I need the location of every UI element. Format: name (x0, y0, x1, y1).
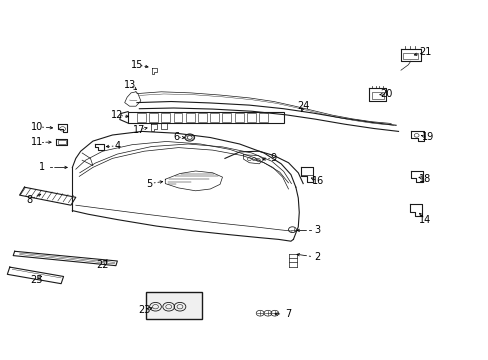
Polygon shape (20, 187, 76, 205)
Bar (198, 113, 206, 122)
Text: 23: 23 (138, 305, 150, 315)
Bar (128, 112, 283, 123)
Polygon shape (124, 92, 141, 106)
Text: 12: 12 (111, 110, 123, 120)
Text: 2: 2 (314, 252, 320, 262)
Text: 5: 5 (146, 179, 152, 189)
Polygon shape (165, 171, 222, 191)
Polygon shape (368, 88, 386, 101)
Text: 22: 22 (96, 260, 109, 270)
Bar (403, 53, 417, 59)
Text: 14: 14 (418, 215, 431, 225)
Text: 20: 20 (379, 89, 392, 99)
Text: 11: 11 (30, 137, 43, 147)
Text: 10: 10 (30, 122, 43, 132)
Polygon shape (409, 204, 421, 216)
Text: 6: 6 (173, 132, 179, 142)
Text: 1: 1 (39, 162, 44, 172)
Polygon shape (58, 124, 67, 132)
Bar (185, 113, 194, 122)
Text: 25: 25 (30, 275, 43, 285)
Text: 9: 9 (270, 153, 276, 163)
Bar (58, 140, 65, 144)
Text: 16: 16 (311, 176, 324, 186)
Text: 18: 18 (418, 174, 431, 184)
Text: 3: 3 (314, 225, 320, 235)
Bar (210, 113, 219, 122)
Bar (137, 113, 145, 122)
Polygon shape (7, 267, 63, 284)
Bar (234, 113, 243, 122)
Text: 15: 15 (130, 60, 143, 70)
Polygon shape (410, 131, 424, 141)
Text: 17: 17 (133, 125, 145, 135)
Bar (145, 292, 202, 319)
Bar (173, 113, 182, 122)
Text: 13: 13 (123, 80, 136, 90)
Text: 19: 19 (421, 132, 433, 142)
Text: 4: 4 (114, 141, 120, 151)
Bar (222, 113, 231, 122)
Bar (259, 113, 267, 122)
Polygon shape (95, 144, 103, 150)
Polygon shape (13, 251, 117, 266)
Bar (246, 113, 255, 122)
Text: 7: 7 (285, 309, 291, 319)
Polygon shape (56, 139, 67, 145)
Bar (371, 92, 383, 99)
Polygon shape (400, 49, 420, 61)
Text: 8: 8 (26, 195, 32, 205)
Polygon shape (300, 167, 312, 182)
Text: 24: 24 (296, 101, 309, 111)
Text: 21: 21 (418, 47, 431, 57)
Bar (149, 113, 158, 122)
Polygon shape (410, 171, 422, 182)
Bar (161, 113, 170, 122)
